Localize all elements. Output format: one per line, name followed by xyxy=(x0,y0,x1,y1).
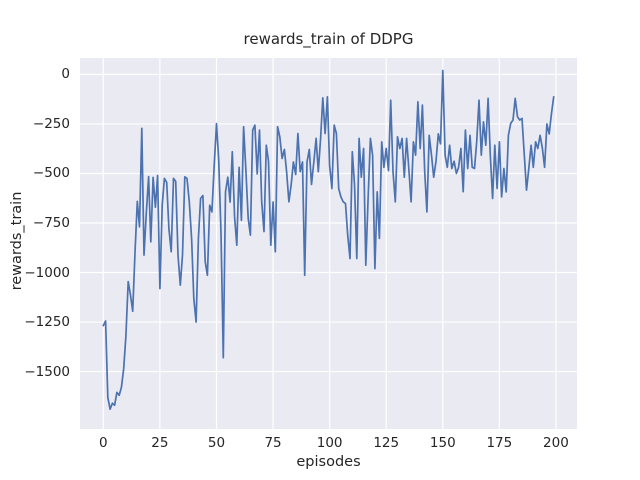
x-tick-label: 200 xyxy=(543,435,569,451)
x-tick-label: 50 xyxy=(207,435,226,451)
chart-title: rewards_train of DDPG xyxy=(243,30,414,48)
x-axis-label: episodes xyxy=(296,454,361,470)
x-tick-label: 150 xyxy=(429,435,456,451)
plot-area xyxy=(80,58,577,429)
x-tick-label: 100 xyxy=(316,435,343,451)
y-tick-label: −250 xyxy=(32,115,70,132)
y-tick-label: −1250 xyxy=(24,314,70,331)
y-tick-label: −1500 xyxy=(24,363,70,380)
y-axis-label: rewards_train xyxy=(9,191,25,291)
x-tick-label: 125 xyxy=(373,435,400,451)
y-tick-label: −1000 xyxy=(24,264,70,281)
reward-line xyxy=(102,69,555,411)
grid-lines xyxy=(80,58,577,429)
x-tick-label: 25 xyxy=(151,435,169,451)
x-tick-label: 75 xyxy=(264,435,282,451)
x-tick-label: 175 xyxy=(486,435,513,451)
y-tick-label: 0 xyxy=(61,66,70,83)
y-tick-label: −750 xyxy=(32,214,70,231)
x-tick-label: 0 xyxy=(99,435,108,451)
plot-svg xyxy=(80,58,577,429)
y-tick-label: −500 xyxy=(32,165,70,182)
